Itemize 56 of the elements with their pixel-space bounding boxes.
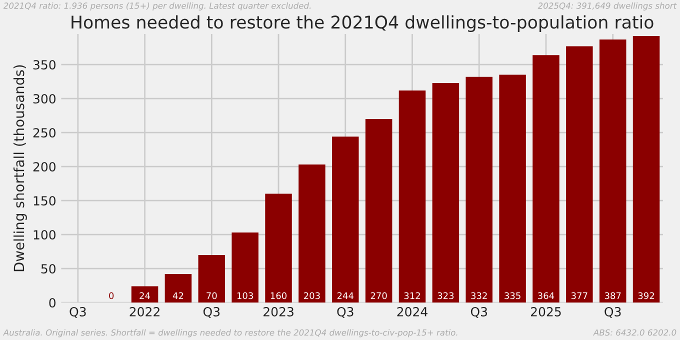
bar [466, 76, 492, 303]
data-label: 24 [140, 292, 150, 299]
y-tick-label: 250 [33, 128, 56, 138]
y-tick-label: 300 [33, 94, 56, 104]
y-tick-label: 100 [34, 230, 56, 240]
bar [232, 232, 258, 303]
chart-title: Homes needed to restore the 2021Q4 dwellings-to-population ratio [72, 15, 654, 32]
bar [131, 286, 158, 303]
bar [566, 46, 593, 303]
bar [398, 90, 426, 303]
data-label: 364 [538, 292, 554, 300]
data-label: 392 [638, 292, 654, 300]
bar [532, 55, 560, 303]
data-label: 335 [504, 292, 520, 300]
text: 2025Q4: 391,649 dwellings short [538, 2, 677, 10]
x-tick-label: Q3 [604, 306, 621, 318]
data-label: 70 [206, 292, 217, 300]
y-tick-label: 200 [33, 162, 56, 172]
data-label: 203 [304, 292, 320, 300]
bar [298, 164, 326, 303]
data-label: 270 [370, 292, 387, 300]
y-tick-label: 0 [49, 298, 56, 308]
y-tick-label: 150 [34, 196, 56, 206]
x-tick-label: 2022 [130, 306, 160, 316]
x-tick-label: Q3 [70, 306, 86, 318]
data-label: 244 [337, 292, 354, 299]
data-label: 387 [604, 292, 621, 300]
x-tick-label: Q3 [337, 306, 354, 318]
bar [599, 39, 626, 303]
x-tick-label: 2024 [397, 306, 428, 316]
text: 2021Q4 ratio: 1.936 persons (15+) per dwelling. Latest quarter excluded. [3, 2, 311, 10]
x-tick-label: 2023 [264, 306, 294, 316]
x-tick-label: 2025 [530, 306, 561, 316]
text: ABS: 6432.0 6202.0 [593, 329, 676, 336]
data-label: 103 [237, 292, 253, 300]
bar [632, 36, 660, 303]
data-label: 332 [471, 292, 487, 300]
data-label: 377 [571, 292, 588, 300]
bar [432, 82, 460, 303]
data-label: 323 [438, 292, 454, 300]
bar [164, 274, 192, 303]
x-tick-label: Q3 [203, 306, 220, 318]
y-axis-title: Dwelling shortfall (thousands) [13, 65, 27, 272]
text: Australia. Original series. Shortfall = dwellings needed to restore the 2021Q4 dwellings-to-civ-pop-15+ ratio. [2, 329, 458, 338]
data-label: 160 [270, 292, 287, 300]
bar [332, 136, 359, 303]
data-label: 0 [109, 292, 114, 300]
y-tick-label: 350 [33, 60, 56, 70]
bar [265, 194, 292, 303]
data-label: 312 [404, 292, 420, 300]
data-label: 42 [172, 292, 184, 299]
bar [499, 74, 526, 303]
bar [198, 255, 226, 303]
x-tick-label: Q3 [470, 306, 488, 318]
bar [365, 119, 392, 303]
y-tick-label: 50 [41, 264, 56, 274]
